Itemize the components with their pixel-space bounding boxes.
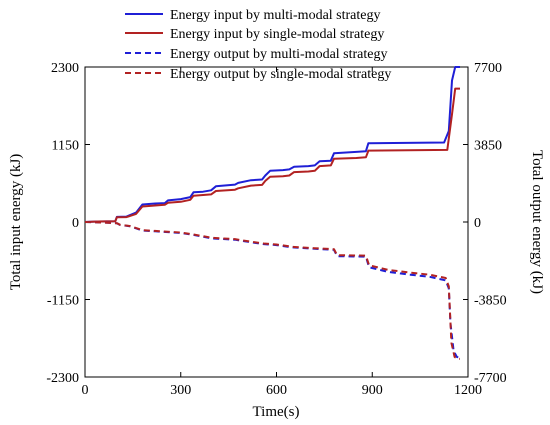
x-tick-label: 0 xyxy=(82,383,89,398)
series-output-multi-modal xyxy=(84,221,461,359)
y-left-tick-label: -1150 xyxy=(47,294,79,309)
y-right-tick-label: 7700 xyxy=(474,61,502,76)
legend-label-1: Energy input by single-modal strategy xyxy=(170,27,384,42)
y-left-tick-label: 0 xyxy=(72,216,79,231)
legend-label-2: Energy output by multi-modal strategy xyxy=(170,47,388,62)
y-right-tick-label: -7700 xyxy=(474,371,507,386)
series-output-single-modal xyxy=(84,221,460,360)
y-axis-left-label: Total input energy (kJ) xyxy=(8,154,24,291)
y-right-tick-label: 3850 xyxy=(474,139,502,154)
legend: Energy input by multi-modal strategy Ene… xyxy=(125,8,391,82)
series-input-single-modal xyxy=(84,87,460,223)
ticks: 0 300 600 900 1200 2300 1150 0 -1150 -2300 7700 385… xyxy=(46,61,506,398)
plot-frame xyxy=(84,66,469,378)
legend-label-3: Energy output by single-modal strategy xyxy=(170,67,391,82)
x-tick-label: 1200 xyxy=(454,383,482,398)
x-tick-label: 600 xyxy=(266,383,287,398)
y-left-tick-label: 2300 xyxy=(51,61,79,76)
x-tick-label: 300 xyxy=(170,383,191,398)
x-axis-label: Time(s) xyxy=(253,404,300,420)
y-right-tick-label: -3850 xyxy=(474,294,507,309)
x-tick-label: 900 xyxy=(362,383,383,398)
y-axis-right-label: Total output energy (kJ) xyxy=(529,150,545,294)
y-right-tick-label: 0 xyxy=(474,216,481,231)
legend-label-0: Energy input by multi-modal strategy xyxy=(170,8,381,23)
y-left-tick-label: 1150 xyxy=(52,139,79,154)
y-left-tick-label: -2300 xyxy=(46,371,79,386)
series-input-multi-modal xyxy=(84,66,460,223)
series-layer xyxy=(84,66,461,360)
